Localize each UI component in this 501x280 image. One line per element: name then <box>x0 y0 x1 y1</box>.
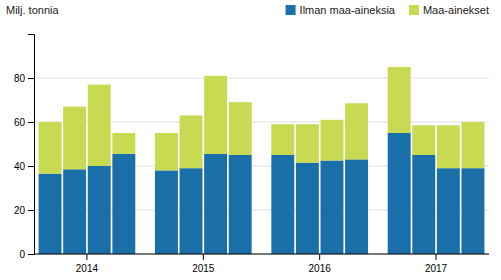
y-tick-mark <box>28 122 34 123</box>
bar-segment <box>437 168 460 254</box>
legend-item: Ilman maa-aineksia <box>286 4 396 16</box>
y-tick-label: 20 <box>14 205 26 216</box>
plot: 0 20 40 60 80 2014 2015 2016 2017 <box>14 35 489 275</box>
y-tick: 80 <box>14 73 34 84</box>
bar-segment <box>88 166 111 254</box>
bar-segment <box>155 170 178 254</box>
bar-segment <box>204 76 227 154</box>
x-tick-mark <box>203 254 204 260</box>
x-tick-label: 2016 <box>309 263 332 274</box>
x-axis: 2014 2015 2016 2017 <box>76 254 448 274</box>
bar-segment <box>229 155 252 254</box>
y-tick-mark <box>28 210 34 211</box>
y-tick-label: 0 <box>19 249 25 260</box>
legend-swatch <box>286 5 296 15</box>
bar-segment <box>63 169 86 254</box>
legend-label: Ilman maa-aineksia <box>300 4 396 16</box>
bar-segment <box>321 161 344 255</box>
bar-segment <box>412 155 435 254</box>
y-tick-label: 80 <box>14 73 26 84</box>
y-axis: 0 20 40 60 80 <box>14 35 35 260</box>
bar-segment <box>461 168 484 254</box>
chart: 0 20 40 60 80 2014 2015 2016 2017 Milj. tonnia Ilm… <box>0 0 501 280</box>
bar-segment <box>88 85 111 166</box>
y-tick-label: 40 <box>14 161 26 172</box>
bar-segment <box>461 122 484 168</box>
y-tick-label: 60 <box>14 117 26 128</box>
y-tick: 60 <box>14 117 34 128</box>
y-axis-label: Milj. tonnia <box>6 4 59 16</box>
bar-segment <box>112 133 135 154</box>
x-tick-label: 2017 <box>425 263 448 274</box>
y-tick: 20 <box>14 205 34 216</box>
bar-segment <box>388 67 411 133</box>
y-tick-mark <box>28 78 34 79</box>
bar-segment <box>296 163 319 254</box>
x-tick-mark <box>319 254 320 260</box>
bar-segment <box>155 133 178 170</box>
bar-segment <box>229 102 252 155</box>
bar-segment <box>321 120 344 161</box>
x-tick-label: 2014 <box>76 263 99 274</box>
bar-segment <box>345 103 368 159</box>
bar-segment <box>112 154 135 254</box>
bar-segment <box>39 122 62 174</box>
bar-segment <box>39 174 62 254</box>
legend-label: Maa-ainekset <box>423 4 489 16</box>
y-axis-line <box>28 35 35 255</box>
x-tick-label: 2015 <box>192 263 215 274</box>
bar-segment <box>412 125 435 155</box>
bar-segment <box>296 124 319 163</box>
y-tick-mark <box>28 254 34 255</box>
series <box>39 67 485 174</box>
bar-segment <box>180 168 203 254</box>
y-tick: 40 <box>14 161 34 172</box>
legend-swatch <box>409 5 419 15</box>
y-tick: 0 <box>19 249 34 260</box>
bar-segment <box>180 115 203 168</box>
grid <box>34 78 489 254</box>
bars <box>39 67 485 254</box>
legend-item: Maa-ainekset <box>409 4 489 16</box>
legend: Ilman maa-aineksia Maa-ainekset <box>286 4 489 16</box>
bar-segment <box>271 124 294 155</box>
grid-line <box>34 254 489 255</box>
grid-line <box>34 78 489 79</box>
x-tick-mark <box>86 254 87 260</box>
bar-segment <box>388 133 411 254</box>
bar-segment <box>204 154 227 254</box>
bar-segment <box>271 155 294 254</box>
bar-segment <box>63 107 86 170</box>
bar-segment <box>437 125 460 168</box>
x-tick-mark <box>436 254 437 260</box>
y-tick-mark <box>28 166 34 167</box>
x-axis-line <box>34 254 489 255</box>
bar-segment <box>345 159 368 254</box>
